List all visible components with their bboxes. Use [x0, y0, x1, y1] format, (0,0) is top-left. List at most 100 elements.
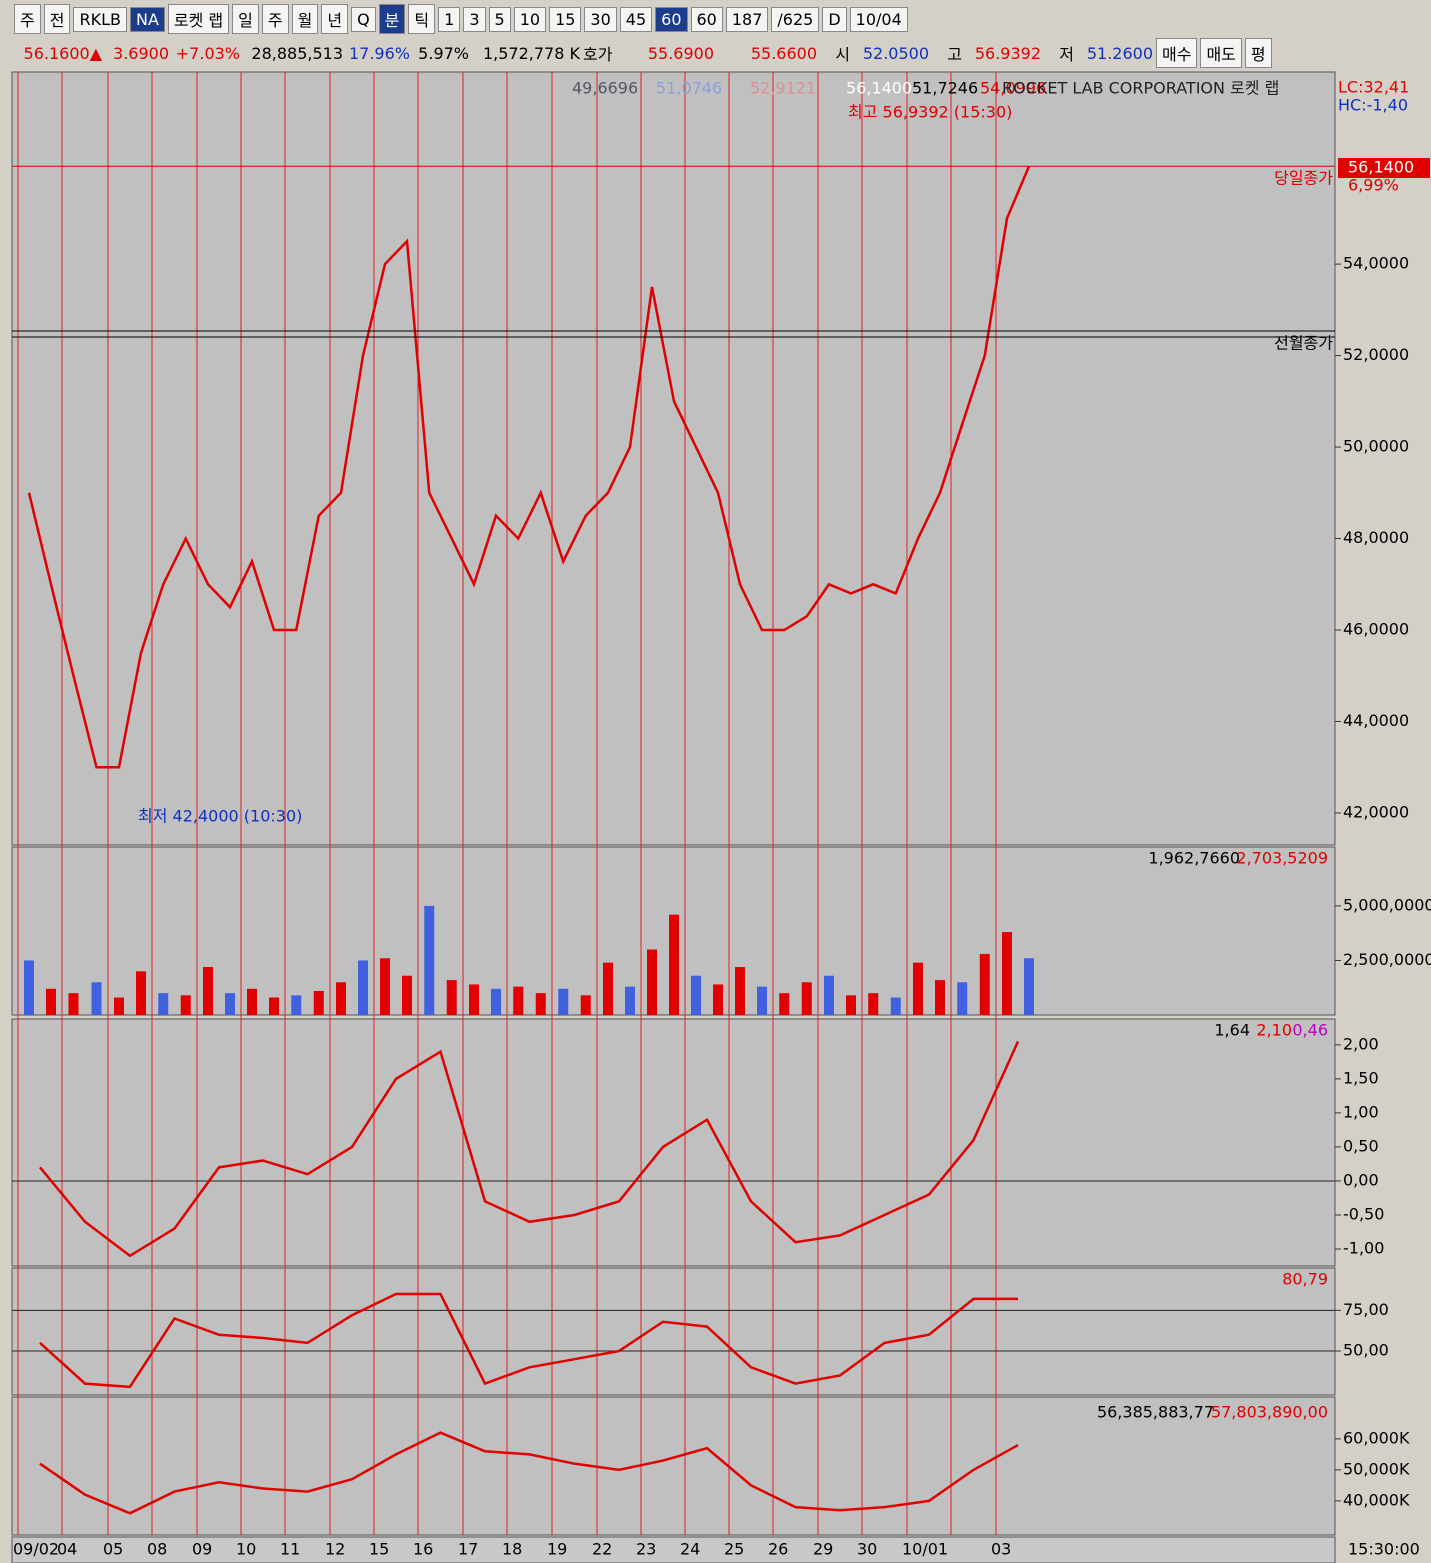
y-tick-label: 1,50 [1343, 1068, 1379, 1087]
volume-bar [1002, 932, 1012, 1015]
toolbar-button[interactable]: 틱 [408, 4, 436, 34]
volume-bar [535, 993, 546, 1015]
y-tick-label: 1,00 [1343, 1102, 1379, 1121]
volume-bar [313, 991, 324, 1015]
toolbar-button[interactable]: 45 [619, 6, 653, 32]
volume-bar [1024, 958, 1034, 1015]
toolbar-button[interactable]: 60 [690, 6, 723, 32]
avg-button[interactable]: 평 [1244, 38, 1272, 68]
toolbar-button[interactable]: 60 [655, 6, 688, 32]
y-tick-label: 40,000K [1343, 1490, 1410, 1509]
toolbar-button[interactable]: 주 [14, 4, 41, 34]
toolbar-button[interactable]: 187 [725, 6, 769, 32]
x-tick-label: 10 [236, 1540, 256, 1559]
toolbar-button[interactable]: 1 [438, 6, 461, 32]
label: 0,46 [1292, 1021, 1328, 1040]
volume: 28,885,513 [251, 43, 343, 63]
panel [11, 71, 1336, 846]
volume-bar [136, 971, 146, 1015]
panel [11, 1396, 1336, 1536]
x-tick-label: 23 [636, 1540, 656, 1559]
x-tick-label: 05 [103, 1540, 123, 1559]
toolbar-button[interactable]: 분 [378, 4, 406, 34]
label: 당일종가 [1274, 169, 1333, 188]
x-tick-label: 08 [147, 1540, 167, 1559]
toolbar-button[interactable]: 15 [549, 6, 582, 32]
x-tick-label: 22 [592, 1540, 612, 1559]
label: 54,0996 [980, 79, 1046, 98]
toolbar-button[interactable]: 10/04 [849, 6, 908, 32]
toolbar-button[interactable]: 5 [488, 6, 511, 32]
panel [11, 1018, 1336, 1267]
y-tick-label: 44,0000 [1343, 711, 1409, 730]
y-tick-label: 42,0000 [1343, 802, 1409, 821]
toolbar-button[interactable]: /625 [771, 6, 820, 32]
price-line [27, 165, 1031, 769]
ask-label: 호가 [583, 45, 613, 64]
volume-bar [424, 905, 435, 1015]
volume-bar [890, 997, 901, 1015]
volume-bar [68, 993, 79, 1015]
high-label: 고 [947, 45, 962, 64]
volume-bar [513, 986, 524, 1015]
toolbar-button[interactable]: Q [351, 6, 376, 32]
turnover: 17.96% [348, 43, 410, 63]
label: ROCKET LAB CORPORATION 로켓 랩 [1002, 79, 1279, 98]
label: 2,10 [1256, 1021, 1292, 1040]
volume-bar [558, 988, 569, 1015]
toolbar-button[interactable]: 로켓 랩 [167, 4, 230, 34]
label: 51,0746 [656, 79, 722, 98]
x-tick-label: 10/01 [902, 1540, 948, 1559]
open-label: 시 [835, 45, 850, 64]
toolbar-button[interactable]: NA [129, 6, 165, 32]
volume-bar [380, 958, 390, 1015]
volume-bar [469, 984, 479, 1015]
toolbar-button[interactable]: 3 [463, 6, 486, 32]
sell-button[interactable]: 매도 [1200, 38, 1242, 68]
toolbar-button[interactable]: 주 [261, 4, 289, 34]
buy-button[interactable]: 매수 [1156, 38, 1198, 68]
volume-bar [580, 995, 591, 1015]
label: 49,6696 [572, 79, 638, 98]
toolbar-button[interactable]: 년 [321, 4, 349, 34]
volume-bar [647, 949, 657, 1015]
volume-bar [625, 986, 635, 1015]
x-tick-label: 04 [57, 1540, 77, 1559]
x-tick-label: 12 [325, 1540, 345, 1559]
x-tick-label: 29 [813, 1540, 833, 1559]
vol-ratio: 5.97% [418, 43, 469, 63]
label: 1,962,7660 [1148, 849, 1240, 868]
open: 52.0500 [862, 43, 929, 63]
x-tick-label: 17 [458, 1540, 478, 1559]
x-tick-label: 30 [857, 1540, 877, 1559]
x-tick-label: 03 [991, 1540, 1011, 1559]
volume-bar [358, 960, 368, 1015]
ask: 55.6900 [647, 43, 714, 63]
volume-bar [824, 975, 834, 1015]
volume-bar [846, 995, 856, 1015]
volume-bar [713, 984, 723, 1015]
y-tick-label: -1,00 [1343, 1238, 1384, 1257]
label: 52,9121 [750, 79, 816, 98]
toolbar-button[interactable]: 10 [513, 6, 547, 32]
toolbar-button[interactable]: 월 [291, 4, 319, 34]
volume-bar [446, 980, 457, 1015]
y-tick-label: 0,00 [1343, 1170, 1379, 1189]
toolbar-button[interactable]: RKLB [73, 6, 127, 32]
toolbar-button[interactable]: D [822, 6, 847, 32]
volume-bar [779, 993, 790, 1015]
volume-bar [402, 975, 412, 1015]
x-tick-label: 24 [680, 1540, 700, 1559]
y-tick-label: 50,000K [1343, 1459, 1410, 1478]
label: 57,803,890,00 [1211, 1403, 1328, 1422]
label: 전월종가 [1274, 334, 1333, 353]
volume-bar [114, 997, 124, 1015]
toolbar-button[interactable]: 일 [232, 4, 259, 34]
label: 56,1400 [1348, 158, 1414, 177]
y-tick-label: 60,000K [1343, 1428, 1410, 1447]
toolbar-button[interactable]: 30 [584, 6, 617, 32]
toolbar-button[interactable]: 전 [43, 4, 71, 34]
label: 56,385,883,77 [1097, 1403, 1214, 1422]
volume-bar [868, 993, 879, 1015]
y-tick-label: 50,00 [1343, 1341, 1389, 1360]
